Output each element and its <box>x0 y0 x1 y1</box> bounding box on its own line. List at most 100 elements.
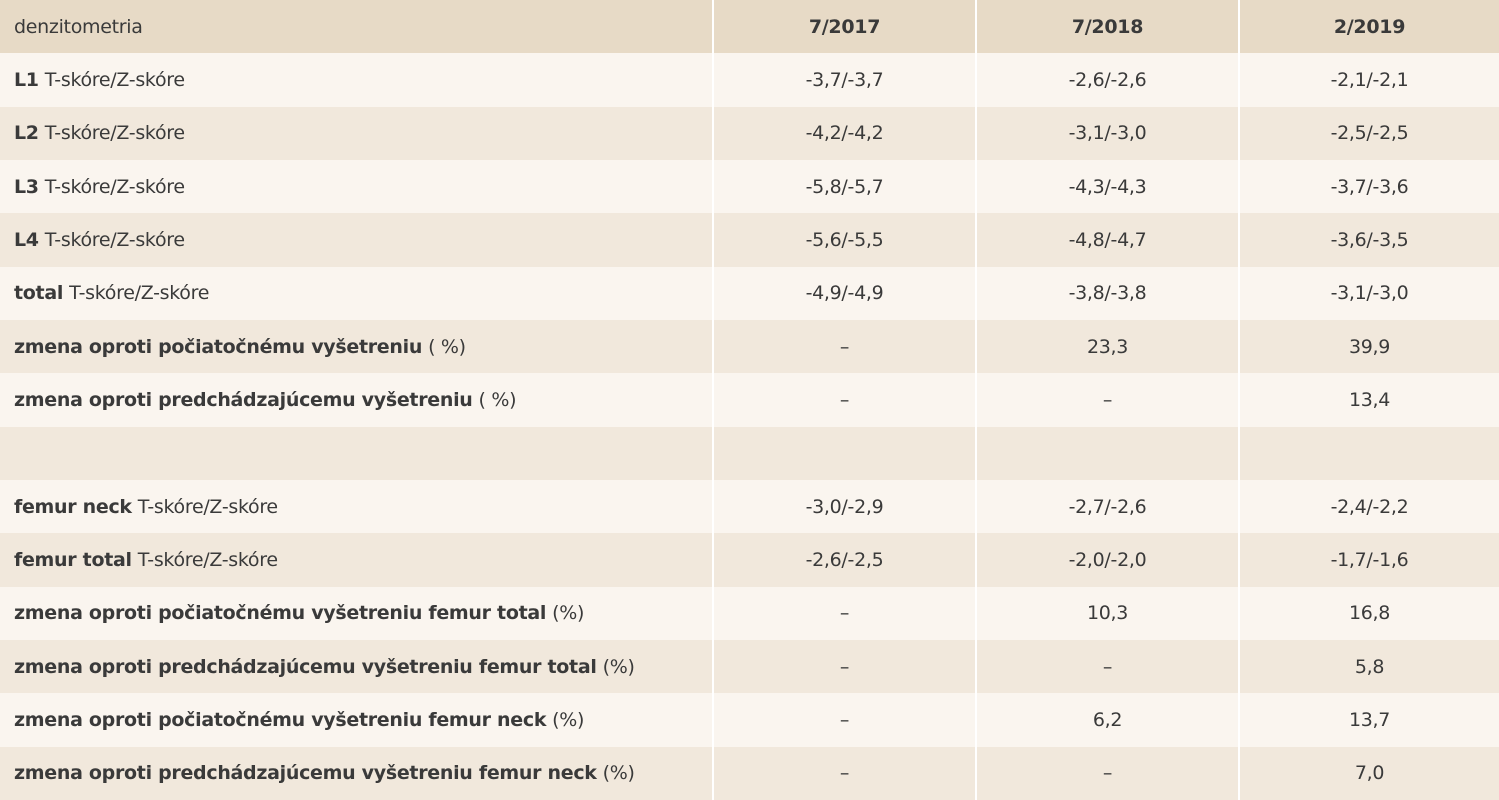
cell: -2,1/-2,1 <box>1238 53 1499 107</box>
row-label-normal: (%) <box>552 708 585 731</box>
row-label: zmena oproti počiatočnému vyšetreniu fem… <box>0 693 712 746</box>
empty-cell <box>1238 426 1499 480</box>
table-row: zmena oproti počiatočnému vyšetreniu fem… <box>0 586 1499 640</box>
cell: -3,0/-2,9 <box>712 479 975 534</box>
header-label: denzitometria <box>14 15 143 38</box>
cell: -3,6/-3,5 <box>1238 213 1499 267</box>
table-row: L3 T-skóre/Z-skóre -5,8/-5,7 -4,3/-4,3 -3,7/… <box>0 159 1499 214</box>
cell: -3,7/-3,7 <box>712 53 975 107</box>
cell: 13,4 <box>1238 373 1499 427</box>
row-label: zmena oproti predchádzajúcemu vyšetreniu… <box>0 640 712 693</box>
table-row: zmena oproti počiatočnému vyšetreniu fem… <box>0 693 1499 747</box>
row-label: total T-skóre/Z-skóre <box>0 267 712 320</box>
cell: – <box>975 373 1238 427</box>
row-label-bold: total <box>14 282 64 305</box>
cell: -4,2/-4,2 <box>712 106 975 160</box>
cell: – <box>975 639 1238 694</box>
row-label-bold: zmena oproti počiatočnému vyšetreniu <box>14 335 423 358</box>
cell: 10,3 <box>975 586 1238 640</box>
cell: -3,1/-3,0 <box>1238 266 1499 320</box>
cell: – <box>712 373 975 427</box>
row-label-bold: zmena oproti počiatočnému vyšetreniu fem… <box>14 602 547 625</box>
row-label: femur neck T-skóre/Z-skóre <box>0 480 712 533</box>
table-row: zmena oproti predchádzajúcemu vyšetreniu… <box>0 639 1499 694</box>
cell: – <box>975 746 1238 800</box>
cell: -2,6/-2,6 <box>975 53 1238 107</box>
header-cell: 7/2018 <box>975 0 1238 54</box>
row-label-bold: L4 <box>14 228 39 251</box>
empty-cell <box>712 426 975 480</box>
spacer-row <box>0 426 1499 480</box>
table-row: L4 T-skóre/Z-skóre -5,6/-5,5 -4,8/-4,7 -3,6/… <box>0 213 1499 267</box>
cell: 13,7 <box>1238 693 1499 747</box>
row-label-normal: ( %) <box>478 388 517 411</box>
cell: -5,6/-5,5 <box>712 213 975 267</box>
table-row: zmena oproti predchádzajúcemu vyšetreniu… <box>0 373 1499 427</box>
header-cell: 2/2019 <box>1238 0 1499 54</box>
cell: -2,4/-2,2 <box>1238 479 1499 534</box>
cell: -4,8/-4,7 <box>975 213 1238 267</box>
cell: -2,5/-2,5 <box>1238 106 1499 160</box>
row-label-bold: L1 <box>14 68 39 91</box>
cell: – <box>712 639 975 694</box>
row-label: L1 T-skóre/Z-skóre <box>0 53 712 106</box>
cell: -3,1/-3,0 <box>975 106 1238 160</box>
cell: -4,9/-4,9 <box>712 266 975 320</box>
table-row: L1 T-skóre/Z-skóre -3,7/-3,7 -2,6/-2,6 -2,1/… <box>0 53 1499 107</box>
cell: 23,3 <box>975 319 1238 374</box>
cell: -2,7/-2,6 <box>975 479 1238 534</box>
row-label-bold: zmena oproti predchádzajúcemu vyšetreniu… <box>14 655 597 678</box>
table-row: femur neck T-skóre/Z-skóre -3,0/-2,9 -2,7/-… <box>0 479 1499 534</box>
row-label-normal: T-skóre/Z-skóre <box>44 122 185 145</box>
table-row: femur total T-skóre/Z-skóre -2,6/-2,5 -2,0/… <box>0 533 1499 587</box>
row-label-bold: L3 <box>14 175 39 198</box>
table-row: zmena oproti predchádzajúcemu vyšetreniu… <box>0 746 1499 800</box>
cell: -4,3/-4,3 <box>975 159 1238 214</box>
empty-cell <box>0 427 712 480</box>
row-label: L4 T-skóre/Z-skóre <box>0 213 712 266</box>
cell: 7,0 <box>1238 746 1499 800</box>
row-label-normal: ( %) <box>428 335 466 358</box>
cell: 6,2 <box>975 693 1238 747</box>
cell: -2,6/-2,5 <box>712 533 975 587</box>
row-label-normal: (%) <box>552 602 585 625</box>
cell: -3,8/-3,8 <box>975 266 1238 320</box>
cell: 5,8 <box>1238 639 1499 694</box>
row-label: L3 T-skóre/Z-skóre <box>0 160 712 213</box>
cell: – <box>712 746 975 800</box>
row-label-normal: T-skóre/Z-skóre <box>137 495 278 518</box>
cell: 39,9 <box>1238 319 1499 374</box>
row-label-normal: T-skóre/Z-skóre <box>137 548 278 571</box>
row-label-bold: femur neck <box>14 495 132 518</box>
table-row: L2 T-skóre/Z-skóre -4,2/-4,2 -3,1/-3,0 -2,5/… <box>0 106 1499 160</box>
row-label-bold: L2 <box>14 122 39 145</box>
row-label: femur total T-skóre/Z-skóre <box>0 533 712 586</box>
row-label-normal: (%) <box>602 762 635 785</box>
cell: – <box>712 586 975 640</box>
table-row: zmena oproti počiatočnému vyšetreniu( %)… <box>0 319 1499 374</box>
header-row: denzitometria 7/2017 7/2018 2/2019 <box>0 0 1499 54</box>
cell: -3,7/-3,6 <box>1238 159 1499 214</box>
row-label-normal: (%) <box>602 655 635 678</box>
row-label-bold: zmena oproti predchádzajúcemu vyšetreniu… <box>14 762 597 785</box>
cell: – <box>712 693 975 747</box>
row-label: zmena oproti počiatočnému vyšetreniu fem… <box>0 587 712 640</box>
cell: -5,8/-5,7 <box>712 159 975 214</box>
row-label: L2 T-skóre/Z-skóre <box>0 107 712 160</box>
header-cell: 7/2017 <box>712 0 975 54</box>
cell: 16,8 <box>1238 586 1499 640</box>
row-label-normal: T-skóre/Z-skóre <box>44 228 185 251</box>
row-label-bold: zmena oproti počiatočnému vyšetreniu fem… <box>14 708 547 731</box>
row-label: zmena oproti predchádzajúcemu vyšetreniu… <box>0 373 712 426</box>
row-label: zmena oproti predchádzajúcemu vyšetreniu… <box>0 747 712 800</box>
table-row: total T-skóre/Z-skóre -4,9/-4,9 -3,8/-3,8 -3… <box>0 266 1499 320</box>
cell: -1,7/-1,6 <box>1238 533 1499 587</box>
cell: – <box>712 319 975 374</box>
row-label-normal: T-skóre/Z-skóre <box>69 282 210 305</box>
row-label-bold: femur total <box>14 548 132 571</box>
row-label: zmena oproti počiatočnému vyšetreniu( %) <box>0 320 712 373</box>
row-label-normal: T-skóre/Z-skóre <box>44 175 185 198</box>
row-label-bold: zmena oproti predchádzajúcemu vyšetreniu <box>14 388 473 411</box>
